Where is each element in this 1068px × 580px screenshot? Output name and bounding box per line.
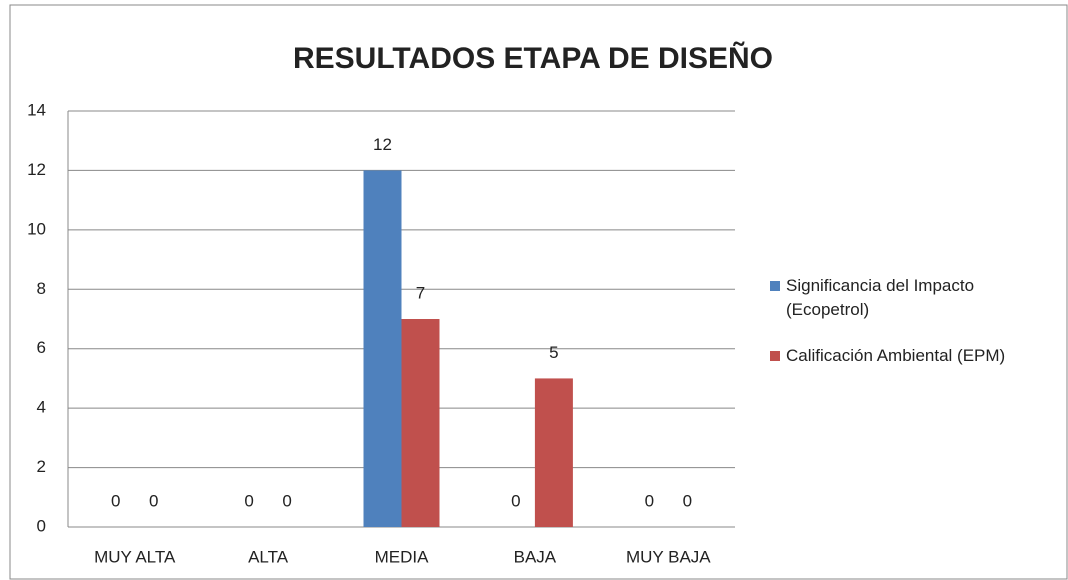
data-label: 12 — [373, 135, 392, 154]
y-tick-label: 0 — [37, 516, 46, 535]
legend-swatch — [770, 281, 780, 291]
bar — [401, 319, 440, 527]
y-tick-label: 14 — [27, 100, 46, 119]
x-tick-label: MUY ALTA — [94, 547, 176, 566]
legend-item: Significancia del Impacto (Ecopetrol) — [770, 274, 1060, 322]
data-label: 0 — [149, 491, 158, 510]
x-tick-label: ALTA — [248, 547, 289, 566]
x-tick-label: BAJA — [514, 547, 557, 566]
legend-swatch — [770, 351, 780, 361]
legend-item: Calificación Ambiental (EPM) — [770, 344, 1060, 368]
bar — [534, 378, 573, 527]
y-tick-label: 4 — [37, 398, 46, 417]
y-tick-label: 6 — [37, 338, 46, 357]
data-label: 0 — [244, 491, 253, 510]
chart-title: RESULTADOS ETAPA DE DISEÑO — [293, 41, 773, 75]
legend-label: Significancia del Impacto (Ecopetrol) — [786, 276, 975, 319]
data-label: 0 — [282, 491, 291, 510]
y-tick-label: 10 — [27, 219, 46, 238]
x-tick-label: MUY BAJA — [626, 547, 711, 566]
bar — [363, 170, 402, 527]
data-label: 5 — [549, 343, 558, 362]
data-label: 0 — [511, 491, 520, 510]
data-label: 7 — [416, 283, 425, 302]
y-tick-label: 8 — [37, 279, 46, 298]
chart-frame — [9, 4, 1068, 580]
legend-label: Calificación Ambiental (EPM) — [786, 346, 1006, 365]
data-label: 0 — [111, 491, 120, 510]
data-label: 0 — [683, 491, 692, 510]
y-tick-label: 12 — [27, 160, 46, 179]
x-tick-label: MEDIA — [375, 547, 430, 566]
data-label: 0 — [645, 491, 654, 510]
y-tick-label: 2 — [37, 457, 46, 476]
